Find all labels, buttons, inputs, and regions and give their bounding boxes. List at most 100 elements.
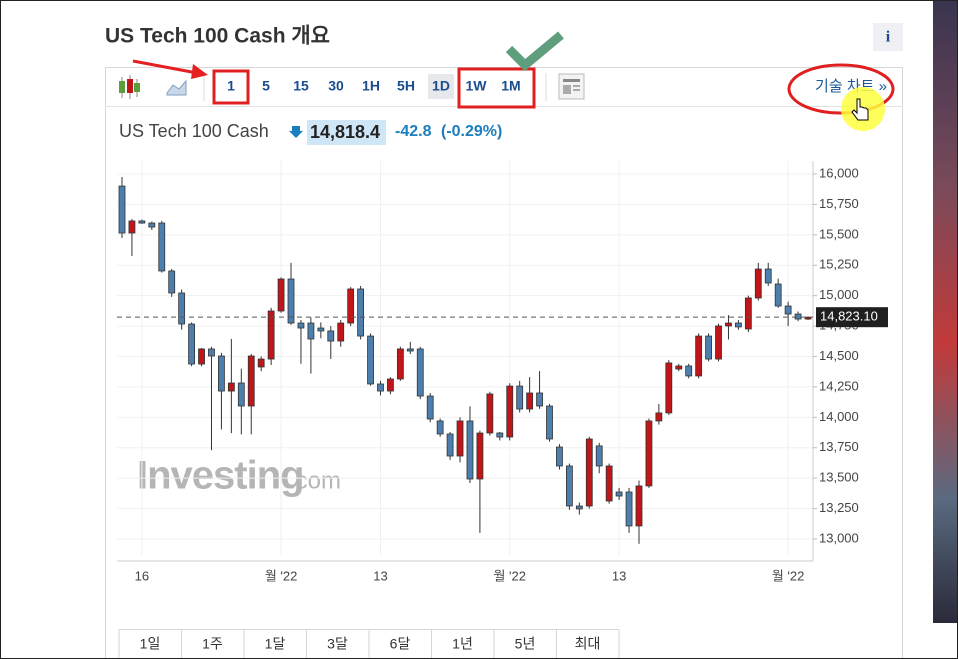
annotation-box — [212, 69, 250, 105]
last-price-label: 14,823.10 — [820, 309, 878, 324]
interval-button[interactable]: 15 — [293, 78, 309, 94]
candle-body — [516, 385, 524, 410]
interval-button[interactable]: 1M — [501, 78, 520, 94]
candle-body — [168, 270, 176, 294]
interval-button[interactable]: 30 — [328, 78, 344, 94]
annotation-check — [505, 31, 564, 72]
annotation-arrow — [132, 59, 198, 75]
candle-body — [605, 465, 613, 502]
candle-body — [506, 385, 514, 438]
x-tick-label: 13 — [373, 568, 387, 583]
interval-button[interactable]: 5 — [262, 78, 270, 94]
line-icon[interactable] — [166, 79, 187, 96]
interval-button[interactable]: 5H — [397, 78, 415, 94]
selected-interval — [428, 74, 454, 99]
candle-body — [705, 335, 712, 360]
interval-button[interactable]: 1D — [432, 78, 450, 94]
side-image — [933, 1, 957, 623]
interval-button[interactable]: 1 — [227, 78, 235, 94]
range-tab[interactable] — [556, 629, 620, 659]
watermark-suffix: .com — [289, 467, 341, 494]
candle-body — [695, 335, 703, 377]
candle-body — [804, 316, 812, 320]
candle-body — [357, 288, 365, 337]
interval-button[interactable]: 1H — [362, 78, 380, 94]
x-tick-label: 13 — [612, 568, 626, 583]
candle-body — [247, 355, 255, 407]
candle-body — [645, 420, 653, 487]
candle-body — [227, 382, 235, 392]
info-button[interactable] — [873, 23, 903, 51]
range-tab[interactable] — [118, 629, 182, 659]
candle-body — [565, 465, 573, 507]
y-tick-label: 13,000 — [819, 530, 859, 545]
candle-body — [575, 505, 583, 510]
candle-body — [546, 405, 553, 440]
range-tab[interactable] — [368, 629, 432, 659]
down-arrow — [289, 126, 303, 138]
range-tab-label[interactable]: 3달 — [327, 636, 348, 652]
candle-body — [744, 297, 752, 330]
range-tab-label[interactable]: 6달 — [390, 636, 411, 652]
candle-body — [466, 420, 474, 480]
candle-body — [685, 365, 693, 377]
candle-body — [585, 438, 593, 507]
range-tab-label[interactable]: 5년 — [515, 636, 536, 652]
x-tick-label: 월 '22 — [493, 568, 526, 583]
range-tab-label[interactable]: 1년 — [452, 636, 473, 652]
hand-cursor — [851, 98, 869, 121]
candle-body — [257, 358, 265, 368]
candle-body — [715, 325, 722, 360]
y-tick-label: 15,750 — [819, 196, 859, 211]
interval-button[interactable]: 1W — [466, 78, 488, 94]
quote-name: US Tech 100 Cash — [119, 121, 269, 141]
candle-body — [406, 348, 414, 352]
range-tab-label[interactable]: 1일 — [140, 636, 161, 652]
watermark-brand: Investing — [137, 454, 304, 498]
info-icon[interactable]: i — [886, 29, 891, 46]
candle-body — [426, 395, 434, 420]
candle-body — [486, 393, 494, 434]
candle-body — [625, 491, 633, 527]
candle-body — [327, 330, 335, 342]
candle-body — [387, 378, 394, 392]
candle-body — [655, 412, 663, 422]
candle-body — [208, 348, 215, 357]
candle-body — [764, 268, 772, 284]
range-tab-label[interactable]: 1주 — [202, 636, 223, 652]
candle-body — [237, 382, 245, 407]
news-icon[interactable] — [558, 73, 585, 100]
interval-buttons: 1 5 15 30 1H 5H 1D 1W 1M — [227, 78, 521, 94]
candle-body — [396, 348, 404, 380]
candle-body — [128, 220, 136, 234]
candle-body — [347, 288, 355, 324]
quote-price: 14,818.4 — [310, 122, 380, 142]
candle-body — [148, 222, 156, 228]
price-highlight — [307, 120, 386, 145]
candle-body — [446, 433, 454, 457]
annotation-arrowhead — [191, 64, 208, 79]
range-tab-label[interactable]: 1달 — [265, 636, 286, 652]
candle-body — [367, 335, 374, 385]
y-tick-label: 14,500 — [819, 348, 859, 363]
candle-body — [377, 383, 384, 392]
range-tab-label[interactable]: 최대 — [575, 636, 601, 652]
candle-body — [138, 220, 146, 224]
candle-body — [178, 292, 186, 325]
candle-body — [675, 365, 683, 370]
candle-body — [774, 283, 782, 307]
candle-body — [416, 348, 424, 397]
annotation-box — [457, 67, 536, 109]
y-tick-label: 14,250 — [819, 378, 859, 393]
candle-body — [496, 432, 504, 438]
candle-body — [158, 222, 166, 272]
candle-body — [735, 322, 742, 328]
candle-body — [297, 322, 305, 329]
candle-body — [476, 432, 484, 480]
candle-body — [337, 322, 345, 342]
y-tick-label: 16,000 — [819, 165, 859, 180]
candle-body — [536, 392, 543, 407]
page-title: US Tech 100 Cash 개요 — [105, 25, 330, 48]
candle-icon[interactable] — [119, 75, 140, 99]
